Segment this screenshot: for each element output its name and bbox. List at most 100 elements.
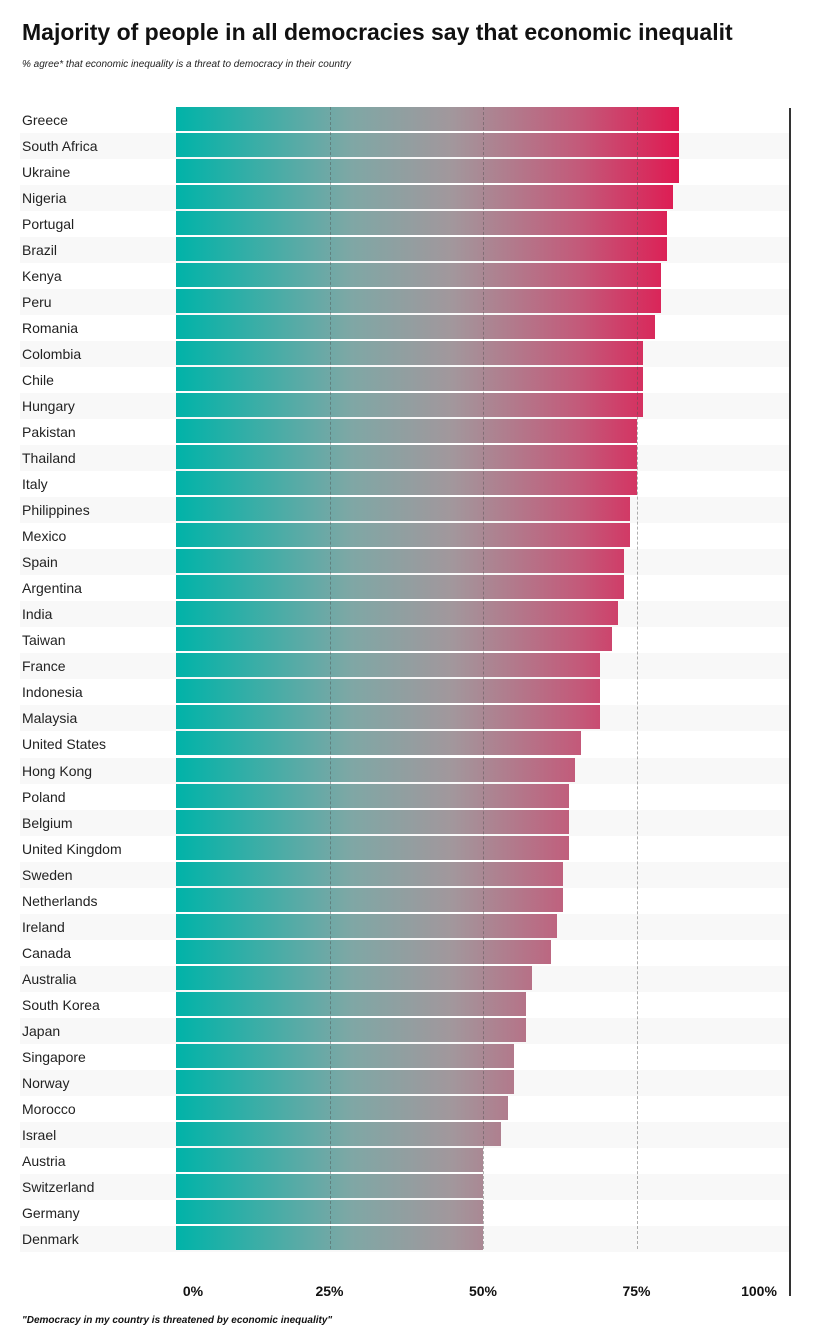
category-label: Romania <box>22 320 79 337</box>
category-label: Hungary <box>22 398 75 415</box>
bar-gradient-fill <box>176 263 662 288</box>
bar-gradient-fill <box>176 1043 514 1068</box>
bar-argentina <box>176 575 625 600</box>
category-label: Philippines <box>22 502 90 519</box>
bar-gradient-fill <box>176 133 679 158</box>
bar-gradient-fill <box>176 731 582 756</box>
category-label: Norway <box>22 1074 70 1091</box>
category-label: Switzerland <box>22 1178 95 1195</box>
category-label: Morocco <box>22 1100 76 1117</box>
bar-greece <box>176 107 679 131</box>
bar-gradient-fill <box>176 835 569 860</box>
category-label: Brazil <box>22 242 58 259</box>
bar-gradient-fill <box>176 419 637 444</box>
bar-norway <box>176 1069 514 1094</box>
bar-mexico <box>176 523 631 548</box>
bar-gradient-fill <box>176 965 533 990</box>
bar-morocco <box>176 1095 508 1120</box>
bar-austria <box>176 1147 483 1172</box>
bar-gradient-fill <box>176 601 619 626</box>
category-label: Ireland <box>22 918 65 935</box>
bar-gradient-fill <box>176 1199 483 1224</box>
bar-ireland <box>176 913 557 938</box>
bar-gradient-fill <box>176 861 563 886</box>
bar-gradient-fill <box>176 159 679 184</box>
category-label: Thailand <box>22 450 76 467</box>
bar-gradient-fill <box>176 757 576 782</box>
bar-switzerland <box>176 1173 483 1198</box>
bar-portugal <box>176 211 668 236</box>
bar-hong-kong <box>176 757 576 782</box>
bar-south-africa <box>176 133 679 158</box>
category-label: France <box>22 658 66 675</box>
bar-netherlands <box>176 887 563 912</box>
category-label: Mexico <box>22 528 67 545</box>
category-label: Denmark <box>22 1230 79 1247</box>
bar-gradient-fill <box>176 1121 502 1146</box>
category-label: Japan <box>22 1022 61 1039</box>
bar-gradient-fill <box>176 107 679 131</box>
bar-gradient-fill <box>176 887 563 912</box>
category-label: Ukraine <box>22 164 71 181</box>
bar-italy <box>176 471 637 496</box>
x-tick-label: 75% <box>622 1283 651 1299</box>
category-label: Malaysia <box>22 710 78 727</box>
bar-gradient-fill <box>176 679 600 704</box>
bar-belgium <box>176 809 569 834</box>
category-label: United States <box>22 736 107 753</box>
bar-australia <box>176 965 533 990</box>
bar-gradient-fill <box>176 367 643 392</box>
bar-gradient-fill <box>176 445 637 470</box>
category-label: Belgium <box>22 814 73 831</box>
bar-thailand <box>176 445 637 470</box>
category-label: Spain <box>22 554 58 571</box>
bar-gradient-fill <box>176 913 557 938</box>
bar-gradient-fill <box>176 289 662 314</box>
bar-japan <box>176 1017 526 1042</box>
category-label: Austria <box>22 1152 66 1169</box>
gridline <box>636 107 638 1249</box>
bar-israel <box>176 1121 502 1146</box>
bar-singapore <box>176 1043 514 1068</box>
gridline <box>483 107 484 1249</box>
bar-gradient-fill <box>176 237 668 262</box>
bar-kenya <box>176 263 662 288</box>
bar-gradient-fill <box>176 341 643 366</box>
bar-gradient-fill <box>176 315 655 340</box>
gridline <box>329 107 331 1249</box>
chart-subtitle: % agree* that economic inequality is a t… <box>22 59 352 70</box>
bar-gradient-fill <box>176 1069 514 1094</box>
bar-gradient-fill <box>176 991 526 1016</box>
bar-poland <box>176 783 569 808</box>
footnote: "Democracy in my country is threatened b… <box>22 1315 333 1326</box>
category-label: United Kingdom <box>22 840 122 857</box>
bar-gradient-fill <box>176 497 631 522</box>
bar-gradient-fill <box>176 471 637 496</box>
chart-title: Majority of people in all democracies sa… <box>22 19 733 45</box>
category-label: Poland <box>22 788 66 805</box>
bar-germany <box>176 1199 483 1224</box>
x-tick-label: 100% <box>741 1283 777 1299</box>
bar-nigeria <box>176 185 674 210</box>
category-label: Israel <box>22 1126 57 1143</box>
bar-chile <box>176 367 643 392</box>
bar-taiwan <box>176 627 612 652</box>
category-label: Indonesia <box>22 684 83 701</box>
bar-gradient-fill <box>176 523 631 548</box>
bar-pakistan <box>176 419 637 444</box>
bar-gradient-fill <box>176 809 569 834</box>
bar-gradient-fill <box>176 1017 526 1042</box>
bar-denmark <box>176 1225 483 1250</box>
bar-south-korea <box>176 991 526 1016</box>
bar-peru <box>176 289 662 314</box>
bar-brazil <box>176 237 668 262</box>
bar-gradient-fill <box>176 1147 483 1172</box>
bar-gradient-fill <box>176 393 643 418</box>
bar-gradient-fill <box>176 1095 508 1120</box>
bar-gradient-fill <box>176 211 668 236</box>
category-label: Colombia <box>22 346 82 363</box>
category-label: India <box>22 606 53 623</box>
x-tick-label: 0% <box>182 1283 204 1299</box>
category-label: Hong Kong <box>22 762 93 779</box>
